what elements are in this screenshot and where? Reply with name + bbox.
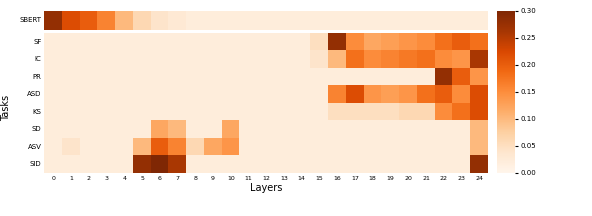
X-axis label: Layers: Layers <box>250 183 282 193</box>
Text: Tasks: Tasks <box>1 95 11 121</box>
